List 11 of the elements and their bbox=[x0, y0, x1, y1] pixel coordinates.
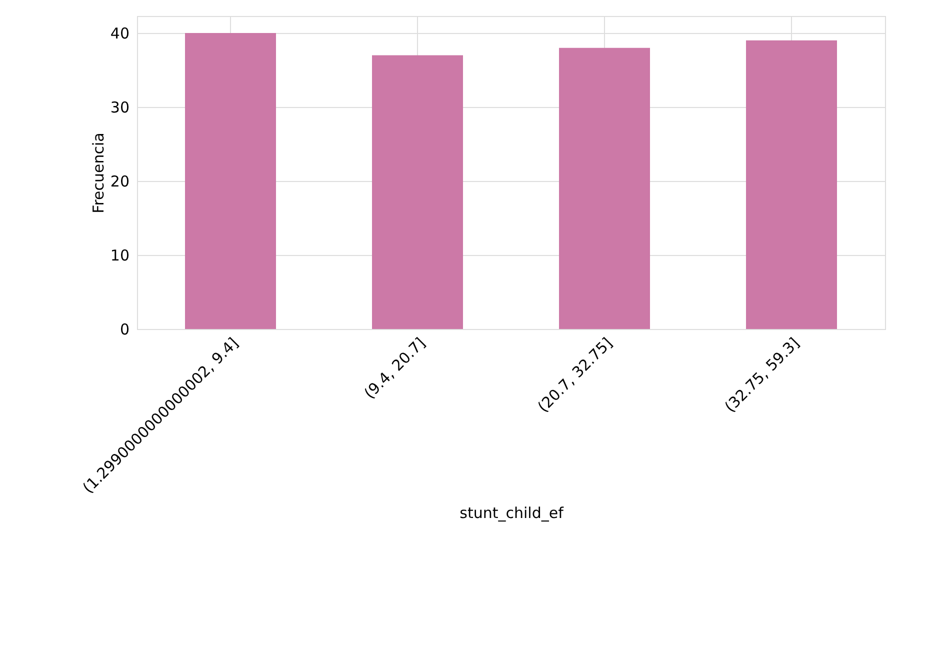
bar bbox=[746, 40, 837, 329]
y-tick-label: 0 bbox=[120, 320, 130, 338]
bar bbox=[559, 48, 650, 329]
y-tick-label: 30 bbox=[110, 98, 130, 117]
y-tick-label: 10 bbox=[110, 246, 130, 265]
y-tick-label: 40 bbox=[110, 24, 130, 43]
bar bbox=[372, 55, 463, 329]
bar bbox=[185, 33, 276, 329]
y-axis-title: Frecuencia bbox=[89, 132, 108, 214]
y-tick-label: 20 bbox=[110, 172, 130, 191]
x-axis-title: stunt_child_ef bbox=[460, 504, 564, 522]
